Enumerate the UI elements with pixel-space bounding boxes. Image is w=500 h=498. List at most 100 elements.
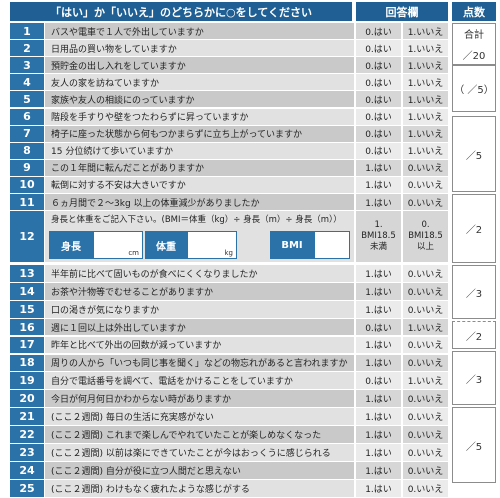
answer-option-a[interactable]: 1.はい: [356, 461, 401, 480]
bmi-field[interactable]: [314, 231, 350, 259]
score-13-15: ／3: [452, 265, 496, 319]
question-text: 15 分位続けて歩いていますか: [45, 142, 354, 160]
weight-field[interactable]: kg: [187, 231, 237, 259]
question-number: 13: [10, 265, 44, 283]
score-6-10: ／5: [452, 116, 496, 192]
score-total: 合計 ／20: [452, 23, 496, 65]
answer-option-b[interactable]: 1.いいえ: [403, 74, 448, 92]
answer-option-a[interactable]: 1.はい: [356, 176, 401, 194]
question-text: 家族や友人の相談にのっていますか: [45, 91, 354, 109]
question-12-text: 身長と体重をご記入下さい。(BMI＝体重（kg）÷ 身長（m）÷ 身長（m））: [51, 215, 342, 225]
weight-label: 体重: [145, 231, 187, 259]
answer-option-b[interactable]: 1.いいえ: [403, 108, 448, 126]
answer-option-a[interactable]: 0.はい: [356, 74, 401, 92]
answer-option-a[interactable]: 0.はい: [356, 108, 401, 126]
answer-option-a[interactable]: 1.はい: [356, 390, 401, 409]
answer-option-b[interactable]: 1.いいえ: [403, 318, 448, 337]
score-11-12: ／2: [452, 194, 496, 263]
answer-option-b[interactable]: 0.いいえ: [403, 282, 448, 301]
question-text: 自分で電話番号を調べて、電話をかけることをしていますか: [45, 372, 354, 391]
question-number: 9: [10, 159, 44, 177]
answer-option-a[interactable]: 1.はい: [356, 354, 401, 373]
question-text: (ここ２週間) 毎日の生活に充実感がない: [45, 408, 354, 426]
answer-option-b[interactable]: 1.いいえ: [403, 142, 448, 160]
question-text: 椅子に座った状態から何もつかまらずに立ち上がっていますか: [45, 125, 354, 143]
answer-option-b[interactable]: 0.いいえ: [403, 336, 448, 355]
question-number: 12: [10, 211, 44, 263]
answer-option-b[interactable]: 1.いいえ: [403, 125, 448, 143]
question-number: 20: [10, 390, 44, 409]
answer-option-a[interactable]: 1.はい: [356, 444, 401, 462]
answer-option-a[interactable]: 1.はい: [356, 408, 401, 426]
answer-option-a[interactable]: 1.はい: [356, 479, 401, 498]
answer-option-a[interactable]: 0.はい: [356, 23, 401, 40]
question-text: 半年前に比べて固いものが食べにくくなりましたか: [45, 265, 354, 283]
answer-option-a[interactable]: 0.はい: [356, 40, 401, 58]
answer-option-a[interactable]: 0.はい: [356, 372, 401, 391]
question-number: 18: [10, 354, 44, 373]
score-total-label: 合計: [464, 30, 484, 41]
answer-option-b[interactable]: 0.いいえ: [403, 194, 448, 211]
question-text: (ここ２週間) 以前は楽にできていたことが今はおっくうに感じられる: [45, 444, 354, 462]
question-number: 1: [10, 23, 44, 40]
question-text: 今日が何月何日かわからない時がありますか: [45, 390, 354, 409]
answer-option-a[interactable]: 1.はい: [356, 159, 401, 177]
answer-option-b[interactable]: 1.いいえ: [403, 91, 448, 109]
question-number: 4: [10, 74, 44, 92]
answer-option-b[interactable]: 1.いいえ: [403, 372, 448, 391]
answer-12-a-line: BMI18.5: [361, 231, 396, 241]
answer-option-a[interactable]: 0.はい: [356, 142, 401, 160]
question-number: 24: [10, 461, 44, 480]
answer-option-b[interactable]: 1.いいえ: [403, 57, 448, 75]
question-text: 週に１回以上は外出していますか: [45, 318, 354, 337]
question-number: 23: [10, 444, 44, 462]
question-text: 転倒に対する不安は大きいですか: [45, 176, 354, 194]
question-number: 10: [10, 176, 44, 194]
answer-option-b[interactable]: 0.いいえ: [403, 426, 448, 444]
height-label: 身長: [49, 231, 93, 259]
answer-option-a[interactable]: 0.はい: [356, 318, 401, 337]
answer-option-a[interactable]: 0.はい: [356, 125, 401, 143]
question-number: 11: [10, 194, 44, 211]
question-12-cell: 身長と体重をご記入下さい。(BMI＝体重（kg）÷ 身長（m）÷ 身長（m）） …: [45, 211, 354, 263]
answer-option-a[interactable]: 1.はい: [356, 336, 401, 355]
answer-12-b[interactable]: 0. BMI18.5 以上: [403, 211, 448, 263]
question-number: 7: [10, 125, 44, 143]
answer-option-a[interactable]: 1.はい: [356, 300, 401, 319]
question-number: 17: [10, 336, 44, 355]
question-text: ６ヵ月間で２～3kg 以上の体重減少がありましたか: [45, 194, 354, 211]
bmi-label: BMI: [270, 231, 314, 259]
answer-option-a[interactable]: 1.はい: [356, 265, 401, 283]
answer-option-b[interactable]: 0.いいえ: [403, 159, 448, 177]
answer-12-b-line: BMI18.5: [408, 231, 443, 241]
answer-12-a-line: 未満: [369, 242, 387, 252]
question-text: 口の渇きが気になりますか: [45, 300, 354, 319]
answer-option-b[interactable]: 0.いいえ: [403, 408, 448, 426]
height-field[interactable]: cm: [93, 231, 143, 259]
question-text: 周りの人から「いつも同じ事を聞く」などの物忘れがあると言われますか: [45, 354, 354, 373]
score-header: 点数: [452, 2, 496, 21]
question-text: 階段を手すりや壁をつたわらずに昇っていますか: [45, 108, 354, 126]
answer-option-a[interactable]: 1.はい: [356, 194, 401, 211]
answer-option-b[interactable]: 1.いいえ: [403, 40, 448, 58]
answer-option-b[interactable]: 0.いいえ: [403, 461, 448, 480]
answer-option-a[interactable]: 1.はい: [356, 282, 401, 301]
answer-option-b[interactable]: 0.いいえ: [403, 354, 448, 373]
answer-option-b[interactable]: 0.いいえ: [403, 444, 448, 462]
answer-option-a[interactable]: 0.はい: [356, 57, 401, 75]
answer-option-b[interactable]: 1.いいえ: [403, 23, 448, 40]
question-text: 預貯金の出し入れをしていますか: [45, 57, 354, 75]
answer-option-a[interactable]: 1.はい: [356, 426, 401, 444]
score-18-20: ／3: [452, 351, 496, 405]
answer-option-b[interactable]: 0.いいえ: [403, 390, 448, 409]
question-number: 2: [10, 40, 44, 58]
answer-12-a[interactable]: 1. BMI18.5 未満: [356, 211, 401, 263]
answer-option-b[interactable]: 0.いいえ: [403, 176, 448, 194]
answer-option-b[interactable]: 0.いいえ: [403, 479, 448, 498]
question-text: バスや電車で１人で外出していますか: [45, 23, 354, 40]
question-number: 14: [10, 282, 44, 301]
answer-option-a[interactable]: 0.はい: [356, 91, 401, 109]
answer-option-b[interactable]: 0.いいえ: [403, 265, 448, 283]
answer-option-b[interactable]: 0.いいえ: [403, 300, 448, 319]
